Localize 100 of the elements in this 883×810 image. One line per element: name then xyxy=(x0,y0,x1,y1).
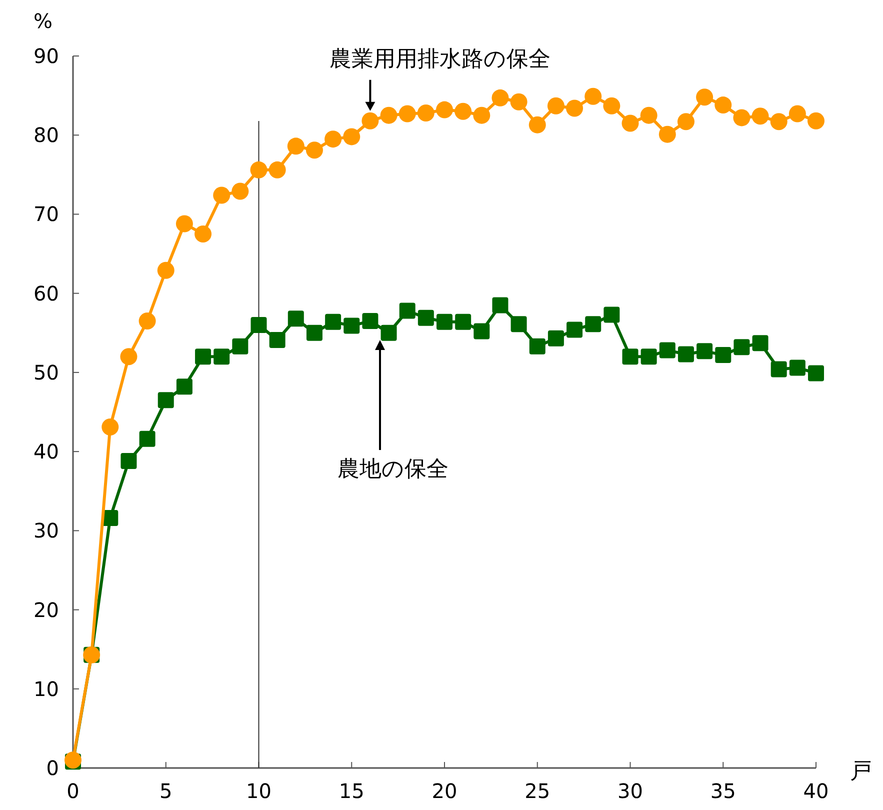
point xyxy=(492,297,508,314)
point xyxy=(715,347,732,364)
point xyxy=(696,88,714,106)
point xyxy=(344,318,360,334)
annotation: 農業用用排水路の保全 xyxy=(330,46,551,72)
point xyxy=(194,226,212,242)
point xyxy=(808,365,824,382)
x-tick-label: 30 xyxy=(618,779,643,803)
point xyxy=(640,106,658,124)
point xyxy=(232,182,249,200)
point xyxy=(436,314,452,330)
x-tick-label: 15 xyxy=(338,779,364,803)
point xyxy=(195,348,212,365)
y-tick-label: 80 xyxy=(34,123,59,148)
y-axis-title: % xyxy=(33,9,53,33)
point xyxy=(380,106,398,124)
x-tick-label: 25 xyxy=(524,779,550,803)
point xyxy=(528,116,546,134)
y-tick-label: 60 xyxy=(34,281,59,306)
point xyxy=(696,343,713,360)
point xyxy=(454,102,472,120)
point xyxy=(474,323,490,340)
point xyxy=(603,97,620,114)
point xyxy=(362,112,379,130)
point xyxy=(287,138,304,155)
y-tick-label: 70 xyxy=(34,202,59,226)
point xyxy=(733,109,750,126)
point xyxy=(622,348,638,365)
annotation: 農地の保全 xyxy=(338,457,448,482)
y-tick-label: 20 xyxy=(34,598,59,622)
point xyxy=(714,96,732,114)
point xyxy=(788,105,806,122)
x-axis-title: 戸 xyxy=(850,759,872,784)
point xyxy=(492,89,509,106)
point xyxy=(250,316,267,333)
point xyxy=(752,335,768,352)
y-tick-label: 0 xyxy=(46,756,59,780)
point xyxy=(306,324,322,341)
point xyxy=(138,312,156,330)
point xyxy=(473,106,490,124)
point xyxy=(658,126,676,143)
point xyxy=(584,88,602,105)
point xyxy=(398,105,416,122)
point xyxy=(734,339,750,356)
point xyxy=(770,113,788,130)
point xyxy=(176,215,193,232)
x-tick-label: 5 xyxy=(160,779,172,803)
point xyxy=(566,100,584,117)
x-tick-label: 0 xyxy=(66,779,80,803)
point xyxy=(139,430,156,447)
x-tick-label: 35 xyxy=(710,779,736,803)
point xyxy=(269,332,286,348)
point xyxy=(770,361,787,378)
y-tick-label: 50 xyxy=(34,360,59,384)
x-tick-label: 40 xyxy=(803,779,829,803)
point xyxy=(789,360,806,376)
y-tick-label: 40 xyxy=(34,440,59,464)
point xyxy=(250,161,268,178)
point xyxy=(659,342,676,358)
point xyxy=(548,330,564,346)
point xyxy=(752,108,769,125)
point xyxy=(288,310,304,327)
point xyxy=(399,302,416,319)
point xyxy=(566,322,583,338)
point xyxy=(324,130,342,148)
point xyxy=(120,348,138,366)
point xyxy=(102,418,119,436)
point xyxy=(325,314,342,330)
point xyxy=(343,128,360,146)
point xyxy=(176,378,192,395)
point xyxy=(510,93,528,110)
y-tick-label: 90 xyxy=(34,44,59,68)
point xyxy=(380,324,397,341)
point xyxy=(268,161,286,178)
point xyxy=(418,310,434,326)
y-tick-label: 10 xyxy=(34,676,59,701)
point xyxy=(157,262,174,279)
point xyxy=(585,316,602,332)
point xyxy=(678,346,694,362)
y-tick-label: 30 xyxy=(34,518,59,543)
point xyxy=(604,306,620,323)
point xyxy=(214,348,230,365)
point xyxy=(213,186,230,204)
point xyxy=(306,142,323,159)
point xyxy=(455,314,472,330)
point xyxy=(808,112,824,130)
point xyxy=(529,338,546,354)
point xyxy=(622,114,639,132)
point xyxy=(677,113,694,130)
point xyxy=(362,313,378,330)
point xyxy=(417,104,434,122)
point xyxy=(158,392,174,408)
x-tick-label: 10 xyxy=(246,779,272,803)
point xyxy=(232,338,248,354)
point xyxy=(640,348,657,365)
point xyxy=(547,97,564,114)
point xyxy=(436,101,453,118)
point xyxy=(510,316,527,332)
x-tick-label: 20 xyxy=(432,779,458,803)
point xyxy=(120,453,137,470)
